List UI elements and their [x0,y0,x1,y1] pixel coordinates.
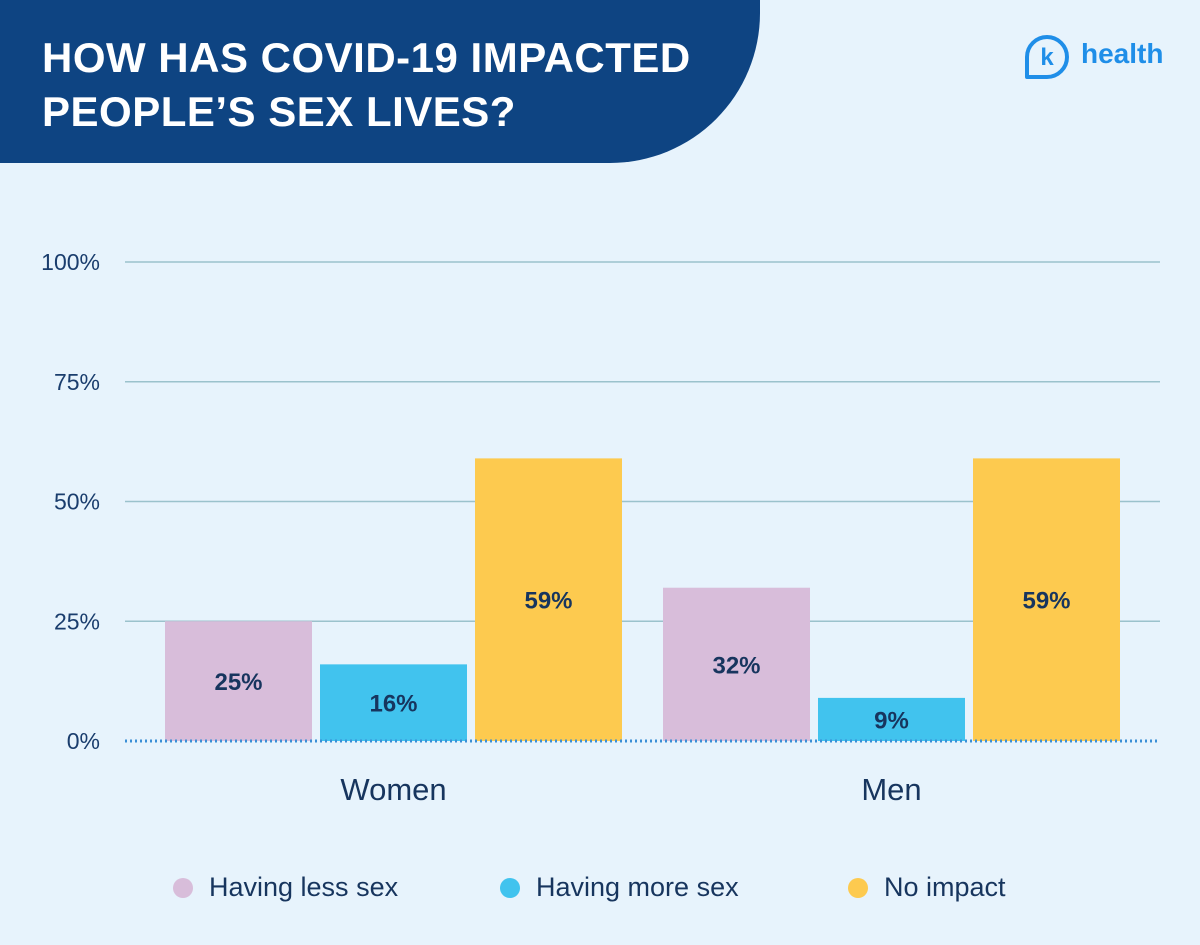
title-banner: HOW HAS COVID-19 IMPACTED PEOPLE’S SEX L… [0,0,760,163]
legend-label: Having less sex [209,872,399,902]
legend-label: Having more sex [536,872,739,902]
data-label: 59% [1022,588,1070,615]
legend-swatch [848,878,868,898]
data-label: 32% [712,652,760,679]
bar-men-no-impact [973,458,1120,741]
bar-women-having-less-sex [165,621,312,741]
data-label: 9% [874,707,909,734]
legend-swatch [173,878,193,898]
y-tick-label: 100% [41,249,100,275]
page-title-line-1: HOW HAS COVID-19 IMPACTED [42,34,691,81]
legend-label: No impact [884,872,1006,902]
bar-men-having-less-sex [663,587,810,741]
brand-icon-letter: k [1040,44,1054,71]
data-label: 16% [369,691,417,718]
data-label: 25% [214,669,262,696]
x-category-label: Men [861,772,921,807]
y-tick-label: 75% [54,369,100,395]
chart-legend: Having less sex Having more sex No impact [0,866,1200,910]
chat-bubble-icon: k [1025,35,1069,79]
brand-name: health [1081,38,1164,69]
bar-men-having-more-sex [818,697,965,741]
y-tick-label: 25% [54,608,100,634]
brand-logo: k health [1023,33,1163,81]
bar-women-having-more-sex [320,664,467,741]
bar-women-no-impact [475,458,622,741]
legend-swatch [500,878,520,898]
x-category-label: Women [340,772,446,807]
y-tick-label: 0% [67,728,100,754]
page-title-line-2: PEOPLE’S SEX LIVES? [42,88,516,135]
y-tick-label: 50% [54,489,100,515]
data-label: 59% [524,588,572,615]
